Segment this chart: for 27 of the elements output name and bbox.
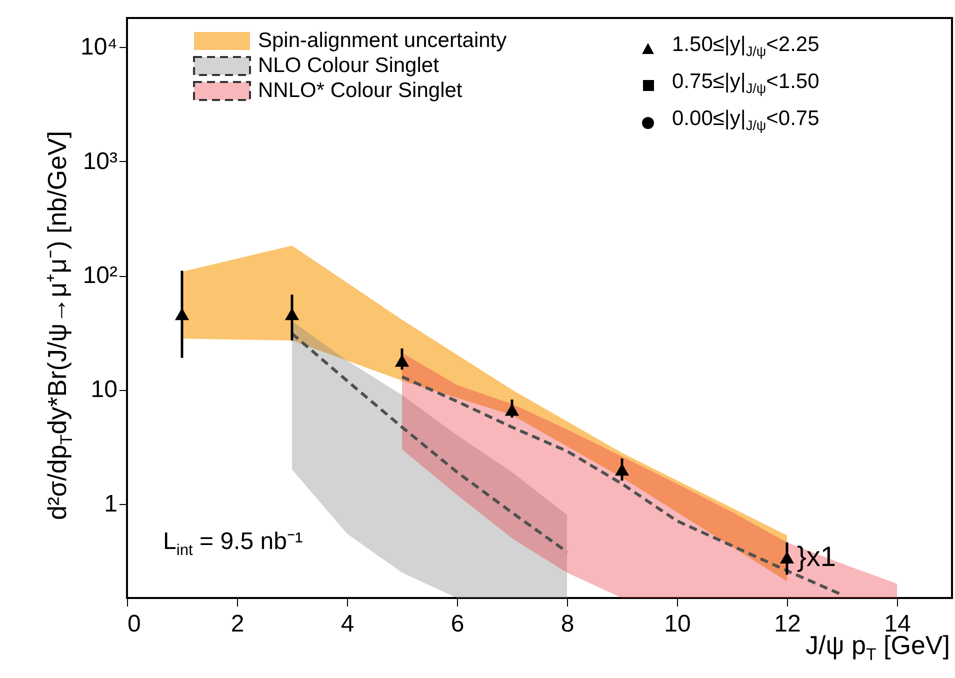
point	[394, 354, 410, 367]
y-tick-label: 10³	[82, 148, 118, 175]
y-tick-label: 10⁴	[80, 34, 118, 61]
point	[284, 308, 300, 320]
legend-label: 0.75≤|y|$_{J/ψ}$<1.50	[672, 69, 820, 98]
x-tick-label: 10	[664, 610, 691, 638]
point	[174, 308, 190, 320]
x-tick-label: 8	[560, 610, 574, 638]
point	[504, 403, 520, 416]
legend-label: NNLO* Colour Singlet	[258, 78, 462, 103]
y-tick-label: 10	[90, 376, 118, 404]
x-tick-label: 0	[128, 610, 141, 638]
point	[614, 463, 630, 476]
annotation: }x1	[797, 541, 836, 574]
y-tick-label: 10²	[82, 262, 118, 290]
legend-label: Spin-alignment uncertainty	[258, 28, 507, 53]
annotation: L$_{int}$ = 9.5 nb⁻¹	[163, 527, 303, 560]
legend-label: 0.00≤|y|$_{J/ψ}$<0.75	[672, 106, 820, 136]
x-tick-label: 12	[774, 610, 801, 638]
y-tick-label: 1	[104, 490, 118, 518]
x-axis-title: J/ψ p$_{T}$ [GeV]	[806, 630, 950, 666]
point	[780, 551, 794, 564]
x-tick-label: 4	[340, 610, 354, 638]
x-tick-label: 2	[230, 610, 244, 638]
legend-label: 1.50≤|y|$_{J/ψ}$<2.25	[672, 32, 820, 62]
x-tick-label: 6	[450, 610, 464, 638]
legend-label: NLO Colour Singlet	[258, 53, 439, 78]
